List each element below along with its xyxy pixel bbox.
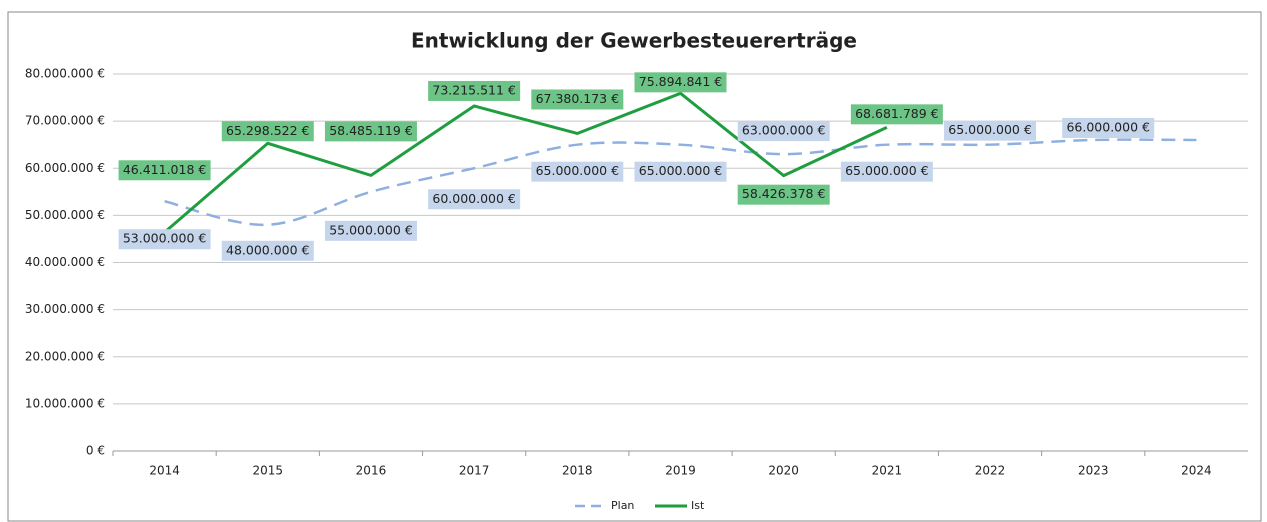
chart-title: Entwicklung der Gewerbesteuererträge [411, 29, 857, 53]
legend-label: Ist [691, 499, 705, 512]
label-bg [944, 120, 1037, 141]
x-tick-label: 2017 [459, 464, 490, 478]
label-bg [118, 160, 211, 181]
label-bg [634, 161, 727, 182]
label-bg [737, 121, 830, 142]
y-tick-label: 20.000.000 € [25, 349, 105, 363]
data-label: 63.000.000 € [742, 123, 826, 138]
y-tick-label: 0 € [86, 444, 105, 458]
label-bg [428, 189, 521, 210]
y-tick-label: 50.000.000 € [25, 208, 105, 222]
label-bg [850, 104, 943, 125]
series-line [164, 138, 1197, 227]
label-bg [531, 89, 624, 110]
x-tick-label: 2020 [768, 464, 799, 478]
x-tick-label: 2015 [252, 464, 283, 478]
data-label: 65.000.000 € [845, 163, 929, 178]
x-tick-label: 2021 [872, 464, 903, 478]
label-bg [737, 184, 830, 205]
y-tick-label: 30.000.000 € [25, 302, 105, 316]
label-bg [1062, 117, 1155, 138]
y-tick-label: 80.000.000 € [25, 67, 105, 81]
data-label: 55.000.000 € [329, 222, 413, 237]
label-bg [324, 121, 417, 142]
label-bg [221, 240, 314, 261]
data-label: 73.215.511 € [432, 82, 516, 97]
data-label: 53.000.000 € [123, 231, 207, 246]
label-bg [324, 220, 417, 241]
y-tick-label: 60.000.000 € [25, 161, 105, 175]
label-bg [221, 121, 314, 142]
data-label: 65.000.000 € [536, 163, 620, 178]
data-label: 75.894.841 € [639, 74, 723, 89]
data-label: 66.000.000 € [1066, 119, 1150, 134]
data-label: 67.380.173 € [536, 91, 620, 106]
label-bg [428, 80, 521, 101]
data-label: 48.000.000 € [226, 242, 310, 257]
x-tick-label: 2023 [1078, 464, 1109, 478]
x-tick-label: 2019 [665, 464, 696, 478]
y-tick-label: 40.000.000 € [25, 255, 105, 269]
data-label: 60.000.000 € [432, 191, 516, 206]
y-tick-label: 10.000.000 € [25, 396, 105, 410]
data-label: 65.298.522 € [226, 123, 310, 138]
y-tick-label: 70.000.000 € [25, 114, 105, 128]
x-tick-label: 2024 [1181, 464, 1212, 478]
data-label: 68.681.789 € [855, 106, 939, 121]
x-tick-label: 2016 [356, 464, 387, 478]
x-tick-label: 2022 [975, 464, 1006, 478]
chart-frame [7, 11, 1262, 522]
series-line [163, 91, 888, 234]
label-bg [634, 72, 727, 93]
legend-label: Plan [611, 499, 634, 512]
data-label: 58.485.119 € [329, 123, 413, 138]
data-label: 46.411.018 € [123, 162, 207, 177]
label-bg [118, 229, 211, 250]
x-tick-label: 2018 [562, 464, 593, 478]
data-label: 65.000.000 € [948, 122, 1032, 137]
data-label: 65.000.000 € [639, 163, 723, 178]
data-label: 58.426.378 € [742, 186, 826, 201]
label-bg [840, 161, 933, 182]
label-bg [531, 161, 624, 182]
x-tick-label: 2014 [149, 464, 180, 478]
